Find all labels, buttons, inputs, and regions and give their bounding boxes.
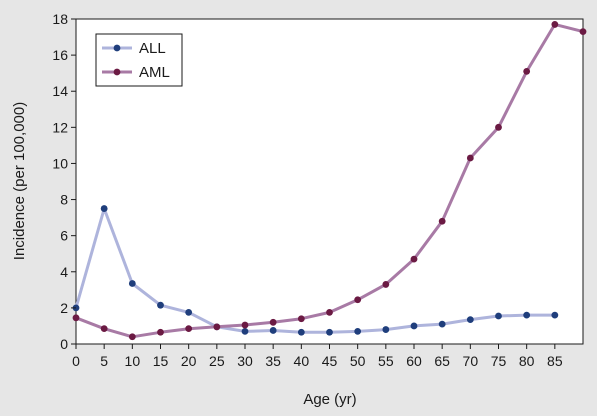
data-point-aml: [551, 21, 559, 28]
legend-marker-all: [113, 44, 121, 52]
data-point-all: [241, 327, 249, 335]
x-tick-label: 55: [378, 353, 394, 369]
y-tick-label: 2: [60, 300, 68, 316]
data-point-all: [326, 328, 333, 336]
x-tick-label: 50: [350, 353, 366, 369]
y-tick-label: 6: [60, 228, 68, 244]
series-line-all: [74, 207, 555, 334]
data-point-aml: [579, 28, 587, 36]
data-point-aml: [100, 325, 108, 333]
x-tick-label: 20: [181, 353, 197, 369]
data-point-all: [466, 316, 474, 324]
x-tick-label: 30: [237, 353, 253, 369]
data-point-aml: [241, 321, 249, 329]
data-point-aml: [157, 328, 164, 336]
data-point-aml: [269, 318, 277, 326]
legend-label-aml: AML: [139, 64, 170, 81]
x-tick-label: 45: [322, 353, 338, 369]
y-tick-label: 4: [60, 264, 68, 280]
x-tick-label: 35: [265, 353, 281, 369]
x-tick-label: 25: [209, 353, 225, 369]
legend-label-all: ALL: [139, 40, 166, 57]
data-point-all: [269, 327, 277, 334]
legend-box: [95, 33, 183, 87]
ticks-layer: 0 2 4 6 8 10 12 14 16 18 0 5 10 15 20 25 30 35 40 45 50 55 60 6…: [52, 11, 562, 369]
x-tick-label: 0: [72, 353, 80, 369]
data-point-aml: [438, 217, 446, 225]
data-point-aml: [297, 315, 305, 323]
y-tick-label: 0: [60, 336, 68, 352]
y-tick-label: 14: [52, 83, 68, 99]
series-layer: [72, 21, 587, 341]
y-tick-label: 18: [52, 11, 68, 27]
x-tick-label: 15: [153, 353, 169, 369]
x-tick-label: 60: [406, 353, 422, 369]
x-tick-label: 75: [491, 353, 507, 369]
x-tick-label: 70: [463, 353, 479, 369]
data-point-aml: [128, 333, 136, 341]
legend: ALL AML: [95, 33, 183, 87]
x-axis-title: Age (yr): [303, 391, 356, 408]
data-point-aml: [495, 123, 502, 131]
data-point-all: [382, 326, 390, 333]
data-point-all: [523, 311, 531, 319]
data-point-aml: [354, 296, 362, 304]
data-point-aml: [185, 325, 193, 333]
x-tick-label: 85: [547, 353, 563, 369]
y-tick-label: 8: [60, 192, 68, 208]
data-point-all: [128, 280, 136, 287]
x-tick-label: 40: [294, 353, 310, 369]
data-point-all: [551, 311, 559, 319]
data-point-aml: [523, 67, 531, 75]
x-tick-label: 10: [125, 353, 141, 369]
data-point-all: [100, 205, 108, 212]
y-axis-title: Incidence (per 100,000): [11, 102, 28, 260]
y-tick-label: 16: [52, 47, 68, 63]
data-point-aml: [326, 309, 333, 316]
data-point-all: [157, 301, 164, 309]
data-point-all: [438, 320, 446, 328]
data-point-all: [354, 327, 362, 335]
x-tick-label: 80: [519, 353, 535, 369]
y-tick-label: 10: [52, 155, 68, 171]
x-tick-label: 65: [434, 353, 450, 369]
x-tick-label: 5: [100, 353, 108, 369]
data-point-aml: [213, 323, 221, 331]
data-point-aml: [410, 255, 418, 263]
y-tick-label: 12: [52, 119, 68, 135]
legend-marker-aml: [113, 68, 121, 76]
data-point-aml: [466, 154, 474, 162]
data-point-aml: [72, 314, 80, 322]
data-point-all: [185, 309, 193, 316]
data-point-all: [495, 312, 502, 320]
data-point-all: [297, 328, 305, 336]
data-point-aml: [382, 281, 390, 288]
data-point-all: [410, 322, 418, 330]
